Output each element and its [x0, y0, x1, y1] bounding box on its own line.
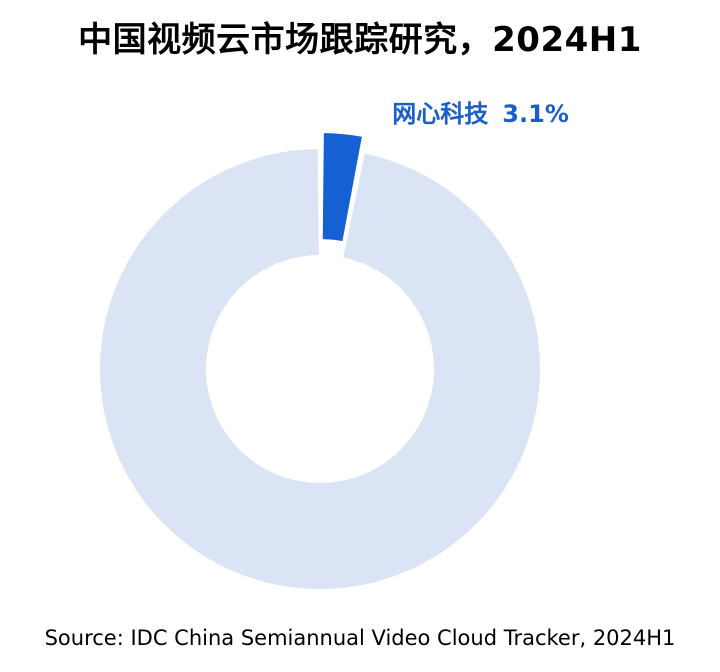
donut-slice-rest	[100, 149, 541, 589]
slice-label-name: 网心科技	[392, 100, 489, 128]
donut-labels: 网心科技 3.1%	[392, 100, 569, 128]
slice-label-value: 3.1%	[502, 100, 569, 128]
source-note: Source: IDC China Semiannual Video Cloud…	[44, 626, 676, 650]
donut-slice-highlight	[322, 133, 362, 242]
donut-slices	[100, 133, 541, 589]
chart-title: 中国视频云市场跟踪研究，2024H1	[78, 20, 642, 60]
slice-label: 网心科技 3.1%	[392, 100, 569, 128]
